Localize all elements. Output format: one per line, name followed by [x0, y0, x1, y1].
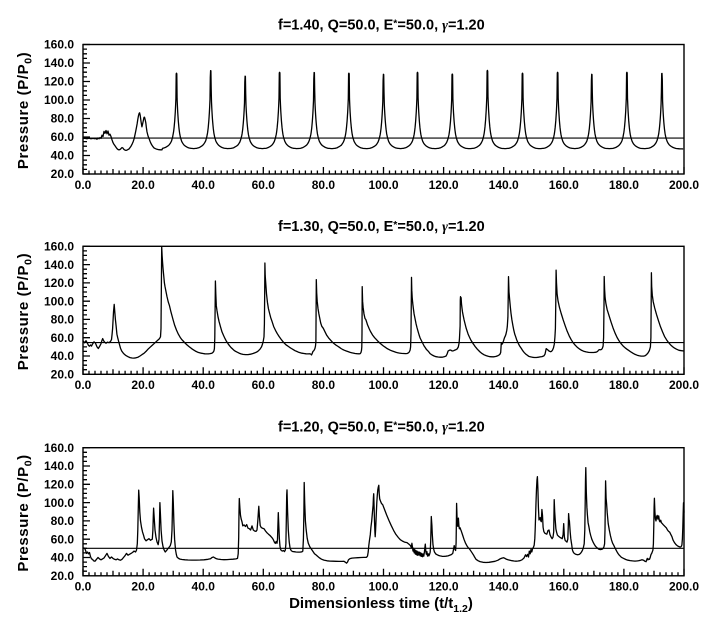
svg-text:80.0: 80.0	[312, 178, 336, 192]
svg-text:140.0: 140.0	[44, 459, 74, 473]
svg-text:100.0: 100.0	[368, 580, 398, 594]
svg-text:120.0: 120.0	[429, 580, 459, 594]
svg-text:f=1.20, Q=50.0, E*=50.0, γ=1.2: f=1.20, Q=50.0, E*=50.0, γ=1.20	[278, 420, 485, 436]
svg-text:160.0: 160.0	[44, 38, 74, 52]
svg-text:180.0: 180.0	[609, 580, 639, 594]
svg-text:20.0: 20.0	[51, 569, 75, 583]
svg-text:160.0: 160.0	[44, 240, 74, 254]
svg-text:80.0: 80.0	[312, 580, 336, 594]
svg-text:f=1.40, Q=50.0, E*=50.0, γ=1.2: f=1.40, Q=50.0, E*=50.0, γ=1.20	[278, 18, 485, 34]
svg-text:140.0: 140.0	[44, 258, 74, 272]
svg-text:60.0: 60.0	[252, 178, 276, 192]
svg-text:80.0: 80.0	[312, 378, 336, 392]
svg-text:120.0: 120.0	[44, 276, 74, 290]
svg-text:40.0: 40.0	[192, 580, 216, 594]
svg-text:200.0: 200.0	[669, 178, 699, 192]
svg-text:60.0: 60.0	[51, 532, 75, 546]
svg-text:40.0: 40.0	[51, 149, 75, 163]
svg-text:140.0: 140.0	[489, 580, 519, 594]
svg-text:160.0: 160.0	[549, 178, 579, 192]
svg-text:60.0: 60.0	[252, 580, 276, 594]
svg-text:120.0: 120.0	[429, 178, 459, 192]
svg-text:140.0: 140.0	[489, 378, 519, 392]
svg-text:60.0: 60.0	[51, 331, 75, 345]
svg-text:100.0: 100.0	[44, 294, 74, 308]
svg-text:0.0: 0.0	[75, 378, 92, 392]
svg-text:180.0: 180.0	[609, 178, 639, 192]
svg-text:80.0: 80.0	[51, 313, 75, 327]
svg-text:140.0: 140.0	[489, 178, 519, 192]
svg-text:40.0: 40.0	[51, 551, 75, 565]
svg-text:160.0: 160.0	[549, 378, 579, 392]
svg-text:100.0: 100.0	[368, 178, 398, 192]
svg-text:Dimensionless time (t/t1.2): Dimensionless time (t/t1.2)	[289, 595, 473, 615]
svg-text:200.0: 200.0	[669, 378, 699, 392]
svg-text:20.0: 20.0	[51, 167, 75, 181]
svg-text:200.0: 200.0	[669, 580, 699, 594]
svg-text:80.0: 80.0	[51, 514, 75, 528]
svg-text:20.0: 20.0	[51, 368, 75, 382]
svg-text:100.0: 100.0	[44, 496, 74, 510]
svg-text:100.0: 100.0	[44, 93, 74, 107]
svg-text:160.0: 160.0	[44, 441, 74, 455]
svg-text:40.0: 40.0	[192, 378, 216, 392]
svg-text:160.0: 160.0	[549, 580, 579, 594]
svg-text:40.0: 40.0	[192, 178, 216, 192]
svg-text:120.0: 120.0	[44, 478, 74, 492]
svg-text:40.0: 40.0	[51, 349, 75, 363]
svg-text:Pressure (P/P0): Pressure (P/P0)	[15, 52, 35, 169]
svg-text:80.0: 80.0	[51, 112, 75, 126]
svg-text:f=1.30, Q=50.0, E*=50.0, γ=1.2: f=1.30, Q=50.0, E*=50.0, γ=1.20	[278, 219, 485, 235]
svg-text:Pressure (P/P0): Pressure (P/P0)	[15, 454, 35, 571]
svg-text:60.0: 60.0	[252, 378, 276, 392]
svg-text:0.0: 0.0	[75, 178, 92, 192]
svg-text:60.0: 60.0	[51, 130, 75, 144]
svg-text:100.0: 100.0	[368, 378, 398, 392]
svg-text:20.0: 20.0	[131, 580, 155, 594]
svg-text:Pressure (P/P0): Pressure (P/P0)	[15, 253, 35, 370]
svg-text:120.0: 120.0	[44, 75, 74, 89]
svg-text:0.0: 0.0	[75, 580, 92, 594]
svg-text:120.0: 120.0	[429, 378, 459, 392]
svg-text:20.0: 20.0	[131, 178, 155, 192]
svg-text:180.0: 180.0	[609, 378, 639, 392]
svg-text:20.0: 20.0	[131, 378, 155, 392]
svg-text:140.0: 140.0	[44, 56, 74, 70]
